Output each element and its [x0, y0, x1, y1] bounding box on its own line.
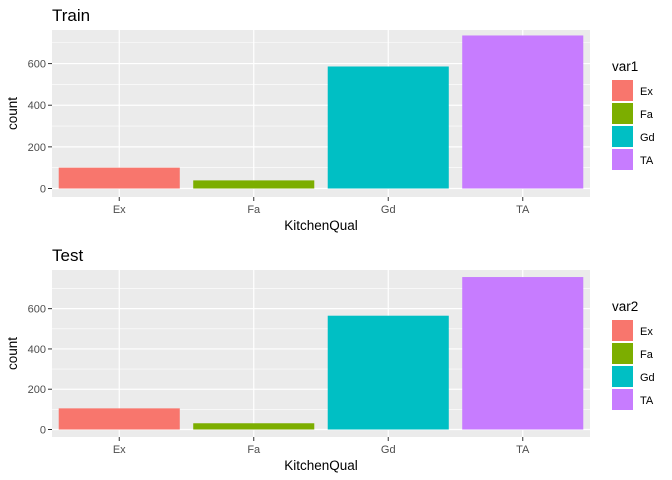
legend-key-gd — [612, 126, 633, 147]
chart-test: Test 0 200 400 600 Ex Fa Gd TA KitchenQual count va… — [5, 246, 655, 473]
bar-fa — [193, 180, 315, 189]
x-tick-label: Gd — [381, 444, 396, 456]
legend-label: Gd — [640, 372, 655, 384]
legend-key-ta — [612, 389, 633, 410]
legend-key-ex — [612, 320, 633, 341]
legend-key-gd — [612, 366, 633, 387]
legend-key-fa — [612, 103, 633, 124]
y-tick-label: 0 — [40, 425, 46, 437]
bar-gd — [327, 315, 449, 430]
x-axis-title: KitchenQual — [284, 218, 358, 233]
x-tick-label: TA — [516, 204, 530, 216]
legend-title: var2 — [612, 299, 638, 314]
y-tick-label: 600 — [28, 59, 46, 71]
legend-label: Gd — [640, 132, 655, 144]
y-tick-label: 200 — [28, 142, 46, 154]
bar-gd — [327, 66, 449, 189]
chart-title: Train — [52, 6, 90, 25]
x-tick-label: Gd — [381, 204, 396, 216]
legend-label: TA — [640, 155, 654, 167]
bar-ex — [58, 408, 180, 430]
legend-key-ex — [612, 80, 633, 101]
x-tick-label: Fa — [247, 204, 261, 216]
y-tick-label: 0 — [40, 184, 46, 196]
legend-key-fa — [612, 343, 633, 364]
x-tick-label: Ex — [113, 444, 126, 456]
legend-label: Ex — [640, 86, 653, 98]
legend-key-ta — [612, 149, 633, 170]
y-axis-title: count — [5, 97, 20, 130]
x-axis-title: KitchenQual — [284, 458, 358, 473]
legend-title: var1 — [612, 59, 638, 74]
bar-fa — [193, 423, 315, 430]
legend-label: Ex — [640, 326, 653, 338]
legend-label: Fa — [640, 109, 654, 121]
legend-label: Fa — [640, 349, 654, 361]
x-tick-label: Fa — [247, 444, 261, 456]
x-tick-label: Ex — [113, 204, 126, 216]
bar-ta — [462, 277, 584, 430]
y-tick-label: 600 — [28, 304, 46, 316]
bar-ex — [58, 167, 180, 189]
chart-train: Train 0 200 400 600 Ex Fa Gd TA KitchenQual count v… — [5, 6, 655, 233]
y-tick-label: 400 — [28, 344, 46, 356]
y-tick-label: 400 — [28, 100, 46, 112]
bar-ta — [462, 35, 584, 189]
y-axis-title: count — [5, 337, 20, 370]
x-tick-label: TA — [516, 444, 530, 456]
legend-label: TA — [640, 395, 654, 407]
y-tick-label: 200 — [28, 384, 46, 396]
chart-title: Test — [52, 246, 83, 265]
